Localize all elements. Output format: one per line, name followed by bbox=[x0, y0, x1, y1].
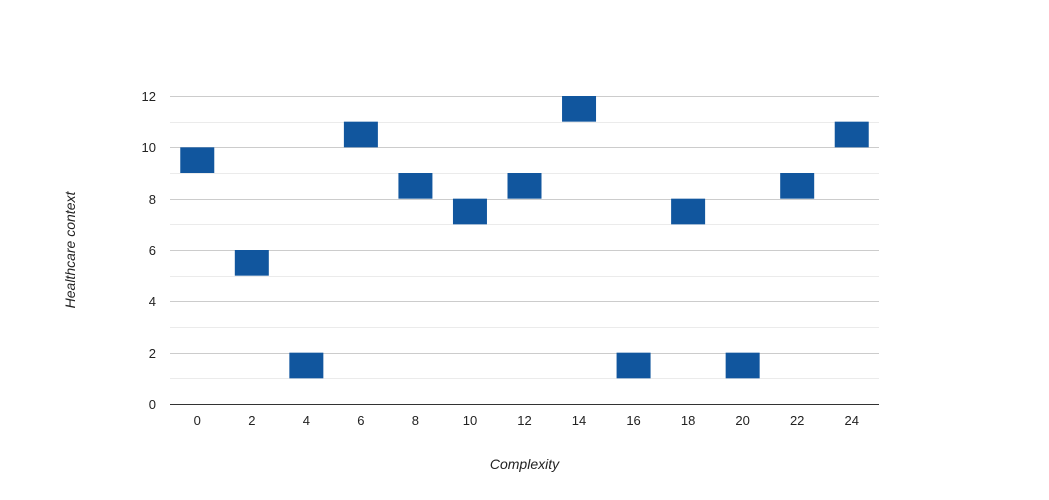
y-tick-label: 12 bbox=[142, 89, 156, 104]
y-tick-labels: 0 2 4 6 8 10 12 bbox=[142, 89, 156, 412]
bar bbox=[780, 173, 815, 199]
y-tick-label: 6 bbox=[149, 243, 156, 258]
x-axis-title: Complexity bbox=[490, 456, 560, 472]
bar bbox=[671, 198, 706, 225]
major-gridlines bbox=[170, 96, 879, 354]
x-tick-label: 4 bbox=[303, 413, 310, 428]
x-tick-label: 10 bbox=[463, 413, 477, 428]
y-axis-title: Healthcare context bbox=[62, 191, 78, 309]
y-tick-label: 0 bbox=[149, 397, 156, 412]
bar bbox=[616, 352, 651, 379]
bar bbox=[180, 147, 215, 173]
x-tick-label: 6 bbox=[357, 413, 364, 428]
x-tick-label: 20 bbox=[735, 413, 749, 428]
bar bbox=[289, 352, 324, 379]
x-tick-labels: 0 2 4 6 8 10 12 14 16 18 20 22 24 bbox=[194, 413, 859, 428]
bars bbox=[180, 96, 869, 379]
bar bbox=[562, 96, 597, 122]
y-tick-label: 10 bbox=[142, 140, 156, 155]
x-tick-label: 24 bbox=[844, 413, 858, 428]
bar bbox=[507, 173, 542, 199]
y-tick-label: 2 bbox=[149, 346, 156, 361]
bar bbox=[725, 352, 760, 379]
x-tick-label: 8 bbox=[412, 413, 419, 428]
bar bbox=[452, 198, 487, 225]
x-tick-label: 14 bbox=[572, 413, 586, 428]
x-tick-label: 2 bbox=[248, 413, 255, 428]
x-tick-label: 22 bbox=[790, 413, 804, 428]
y-tick-label: 4 bbox=[149, 294, 156, 309]
bar bbox=[234, 250, 269, 276]
x-tick-label: 0 bbox=[194, 413, 201, 428]
bar bbox=[343, 121, 378, 148]
x-tick-label: 16 bbox=[626, 413, 640, 428]
bar bbox=[398, 173, 433, 199]
x-tick-label: 12 bbox=[517, 413, 531, 428]
x-tick-label: 18 bbox=[681, 413, 695, 428]
bar bbox=[834, 121, 869, 148]
y-tick-label: 8 bbox=[149, 192, 156, 207]
